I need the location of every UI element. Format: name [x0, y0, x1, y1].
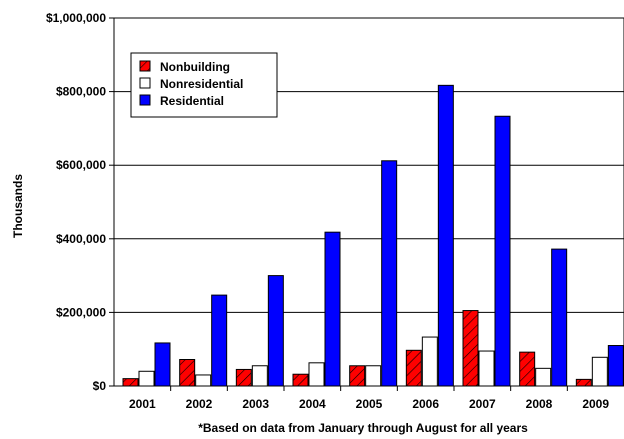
- bar-nonresidential-2003: [251, 365, 268, 387]
- legend-label-nonbuilding: Nonbuilding: [160, 60, 230, 74]
- x-axis-title: *Based on data from January through Augu…: [198, 421, 528, 435]
- x-tick-label: 2005: [356, 397, 383, 411]
- x-tick-label: 2002: [186, 397, 213, 411]
- bar-nonbuilding-2007: [462, 310, 479, 387]
- bar-nonresidential-2005: [365, 365, 382, 387]
- legend: Nonbuilding Nonresidential Residential: [130, 52, 278, 118]
- legend-label-nonresidential: Nonresidential: [160, 77, 243, 91]
- bar-nonresidential-2002: [195, 374, 212, 387]
- bar-residential-2003: [267, 275, 284, 387]
- y-axis-title: Thousands: [11, 174, 25, 238]
- y-tick-label: $0: [93, 379, 107, 393]
- plot-border: [113, 17, 624, 387]
- bars: [122, 84, 624, 387]
- bar-nonbuilding-2003: [235, 368, 252, 387]
- x-tick-label: 2003: [242, 397, 269, 411]
- bar-nonbuilding-2006: [405, 349, 422, 387]
- bar-nonresidential-2006: [421, 336, 438, 387]
- bar-residential-2001: [154, 342, 171, 387]
- bar-residential-2004: [324, 231, 341, 387]
- y-tick-label: $600,000: [56, 158, 106, 172]
- plot-frame: [113, 17, 624, 387]
- bar-nonresidential-2009: [591, 356, 608, 387]
- bar-residential-2008: [551, 248, 568, 387]
- y-tick-label: $400,000: [56, 232, 106, 246]
- bar-residential-2002: [211, 294, 228, 387]
- x-tick-label: 2006: [412, 397, 439, 411]
- x-tick-label: 2001: [129, 397, 156, 411]
- bar-nonbuilding-2008: [519, 351, 536, 387]
- bar-nonresidential-2008: [535, 367, 552, 387]
- bar-nonbuilding-2001: [122, 378, 139, 387]
- bar-nonresidential-2007: [478, 350, 495, 387]
- x-tick-label: 2004: [299, 397, 326, 411]
- bar-nonresidential-2001: [138, 370, 155, 387]
- legend-box: [130, 52, 278, 118]
- x-tick-label: 2009: [582, 397, 609, 411]
- bar-residential-2009: [607, 345, 624, 387]
- legend-swatch-nonbuilding: [139, 60, 151, 72]
- y-tick-label: $200,000: [56, 305, 106, 319]
- bar-nonbuilding-2004: [292, 373, 309, 387]
- y-axis: $0 $200,000 $400,000 $600,000 $800,000 $1,000…: [46, 11, 114, 393]
- bar-nonbuilding-2002: [179, 359, 196, 387]
- bar-nonbuilding-2005: [349, 365, 366, 387]
- x-tick-label: 2008: [526, 397, 553, 411]
- y-tick-label: $1,000,000: [46, 11, 106, 25]
- bar-nonbuilding-2009: [575, 378, 592, 387]
- legend-swatch-nonresidential: [139, 77, 151, 89]
- bar-residential-2007: [494, 115, 511, 387]
- x-tick-label: 2007: [469, 397, 496, 411]
- legend-label-residential: Residential: [160, 94, 224, 108]
- bar-residential-2005: [381, 160, 398, 387]
- bar-nonresidential-2004: [308, 362, 325, 387]
- y-tick-label: $800,000: [56, 85, 106, 99]
- bar-residential-2006: [437, 84, 454, 387]
- legend-swatch-residential: [139, 94, 151, 106]
- x-axis: 2001 2002 2003 2004 2005 2006 2007 2008 2009: [129, 386, 609, 411]
